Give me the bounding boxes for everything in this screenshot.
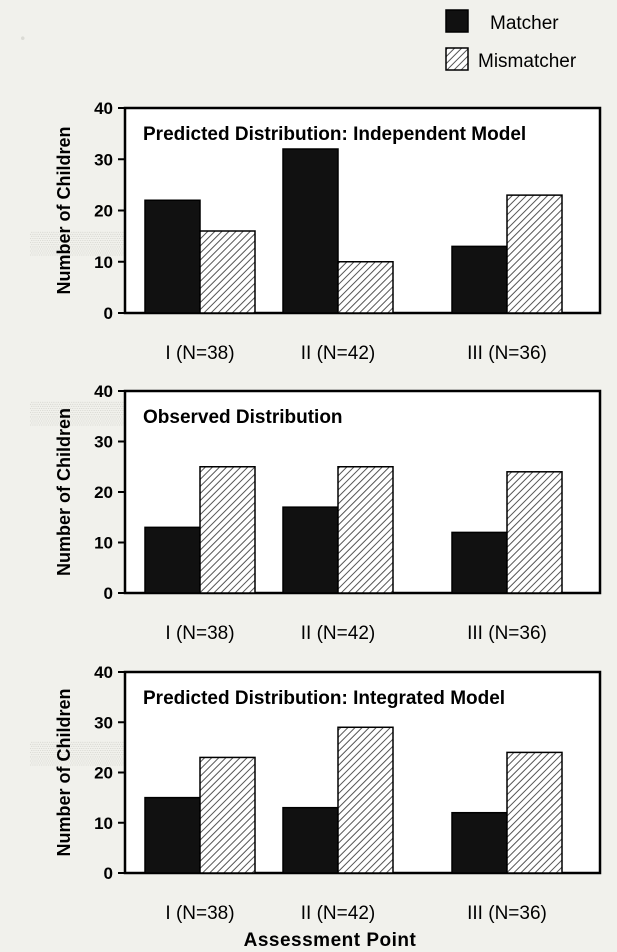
category-label: II (N=42) — [301, 903, 375, 924]
legend-swatch-matcher — [445, 9, 469, 33]
y-tick-label: 0 — [104, 864, 113, 883]
bar-mismatcher-3 — [506, 194, 563, 314]
y-axis-title: Number of Children — [54, 688, 74, 856]
bar-matcher-1 — [144, 526, 201, 594]
y-tick-label: 0 — [104, 304, 113, 323]
bar-matcher-3 — [451, 531, 508, 594]
category-label: II (N=42) — [301, 343, 375, 364]
bar-mismatcher-1 — [199, 466, 256, 594]
category-label: III (N=36) — [467, 623, 547, 644]
bar-matcher-1 — [144, 796, 201, 874]
bar-mismatcher-2 — [337, 261, 394, 314]
bar-matcher-3 — [451, 811, 508, 874]
svg-text:.: . — [20, 20, 26, 45]
y-tick-label: 20 — [94, 764, 113, 783]
panel-title: Predicted Distribution: Independent Mode… — [143, 124, 526, 145]
chart-panel-3: 0 10 20 30 40 Number of Children I (N=38) II (N… — [54, 663, 602, 924]
chart-panel-1: 0 10 20 30 40 Number of Children I (N=38) II (N… — [54, 99, 602, 364]
legend-label-matcher: Matcher — [490, 13, 559, 34]
category-label: I (N=38) — [165, 343, 234, 364]
panel-title: Predicted Distribution: Integrated Model — [143, 688, 505, 709]
y-tick-label: 20 — [94, 202, 113, 221]
y-tick-label: 0 — [104, 584, 113, 603]
bar-mismatcher-3 — [506, 471, 563, 594]
chart-panel-2: 0 10 20 30 40 Number of Children I (N=38) II (N… — [54, 382, 602, 644]
y-tick-label: 10 — [94, 534, 113, 553]
bar-mismatcher-2 — [337, 726, 394, 874]
y-tick-label: 30 — [94, 433, 113, 452]
y-tick-label: 10 — [94, 814, 113, 833]
bar-mismatcher-3 — [506, 751, 563, 874]
bar-mismatcher-2 — [337, 466, 394, 594]
bar-matcher-1 — [144, 199, 201, 314]
bar-mismatcher-1 — [199, 756, 256, 874]
category-label: II (N=42) — [301, 623, 375, 644]
y-tick-label: 30 — [94, 713, 113, 732]
chart-panels: 0 10 20 30 40 Number of Children I (N=38) II (N… — [54, 99, 602, 924]
bar-matcher-2 — [282, 148, 339, 314]
bar-matcher-2 — [282, 806, 339, 874]
y-tick-label: 40 — [94, 663, 113, 682]
bar-mismatcher-1 — [199, 230, 256, 314]
y-tick-label: 40 — [94, 99, 113, 118]
y-tick-label: 20 — [94, 483, 113, 502]
category-label: III (N=36) — [467, 903, 547, 924]
y-axis-title: Number of Children — [54, 408, 74, 576]
category-label: I (N=38) — [165, 623, 234, 644]
bar-matcher-3 — [451, 245, 508, 314]
y-tick-label: 40 — [94, 382, 113, 401]
y-tick-label: 30 — [94, 150, 113, 169]
legend: Matcher Mismatcher — [445, 9, 577, 72]
legend-label-mismatcher: Mismatcher — [478, 51, 577, 72]
x-axis-title: Assessment Point — [244, 930, 417, 951]
bar-matcher-2 — [282, 506, 339, 594]
category-label: I (N=38) — [165, 903, 234, 924]
legend-swatch-mismatcher — [445, 47, 469, 71]
y-axis-title: Number of Children — [54, 126, 74, 294]
category-label: III (N=36) — [467, 343, 547, 364]
panel-title: Observed Distribution — [143, 407, 343, 428]
y-tick-label: 10 — [94, 253, 113, 272]
